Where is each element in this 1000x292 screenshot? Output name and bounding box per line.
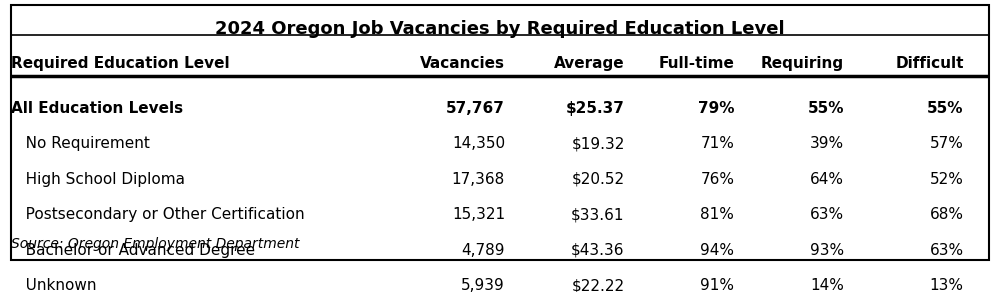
Text: $19.32: $19.32	[571, 136, 625, 151]
Text: 64%: 64%	[810, 172, 844, 187]
Text: 4,789: 4,789	[461, 243, 505, 258]
Text: 71%: 71%	[700, 136, 734, 151]
Text: 81%: 81%	[700, 207, 734, 222]
Text: $33.61: $33.61	[571, 207, 625, 222]
Text: $25.37: $25.37	[566, 101, 625, 116]
Text: 55%: 55%	[808, 101, 844, 116]
Text: 68%: 68%	[930, 207, 964, 222]
Text: Source: Oregon Employment Department: Source: Oregon Employment Department	[11, 237, 300, 251]
Text: Full-time: Full-time	[658, 56, 734, 71]
Text: 91%: 91%	[700, 278, 734, 292]
Text: 52%: 52%	[930, 172, 964, 187]
Text: 63%: 63%	[930, 243, 964, 258]
Text: 93%: 93%	[810, 243, 844, 258]
Text: Required Education Level: Required Education Level	[11, 56, 230, 71]
Text: Requiring: Requiring	[761, 56, 844, 71]
Text: $43.36: $43.36	[571, 243, 625, 258]
Text: 94%: 94%	[700, 243, 734, 258]
Text: 57,767: 57,767	[446, 101, 505, 116]
Text: No Requirement: No Requirement	[11, 136, 150, 151]
Text: Average: Average	[554, 56, 625, 71]
Text: High School Diploma: High School Diploma	[11, 172, 185, 187]
Text: 76%: 76%	[700, 172, 734, 187]
Text: 17,368: 17,368	[452, 172, 505, 187]
Text: 13%: 13%	[930, 278, 964, 292]
Text: Difficult: Difficult	[895, 56, 964, 71]
Text: Postsecondary or Other Certification: Postsecondary or Other Certification	[11, 207, 305, 222]
Text: Bachelor or Advanced Degree: Bachelor or Advanced Degree	[11, 243, 255, 258]
Text: 55%: 55%	[927, 101, 964, 116]
Text: 79%: 79%	[698, 101, 734, 116]
Text: 14%: 14%	[810, 278, 844, 292]
Text: 39%: 39%	[810, 136, 844, 151]
Text: 15,321: 15,321	[452, 207, 505, 222]
Text: $20.52: $20.52	[572, 172, 625, 187]
Text: 14,350: 14,350	[452, 136, 505, 151]
Text: 63%: 63%	[810, 207, 844, 222]
Text: Vacancies: Vacancies	[420, 56, 505, 71]
Text: Unknown: Unknown	[11, 278, 97, 292]
Text: 2024 Oregon Job Vacancies by Required Education Level: 2024 Oregon Job Vacancies by Required Ed…	[215, 20, 785, 38]
Text: All Education Levels: All Education Levels	[11, 101, 183, 116]
Text: $22.22: $22.22	[572, 278, 625, 292]
Text: 5,939: 5,939	[461, 278, 505, 292]
Text: 57%: 57%	[930, 136, 964, 151]
